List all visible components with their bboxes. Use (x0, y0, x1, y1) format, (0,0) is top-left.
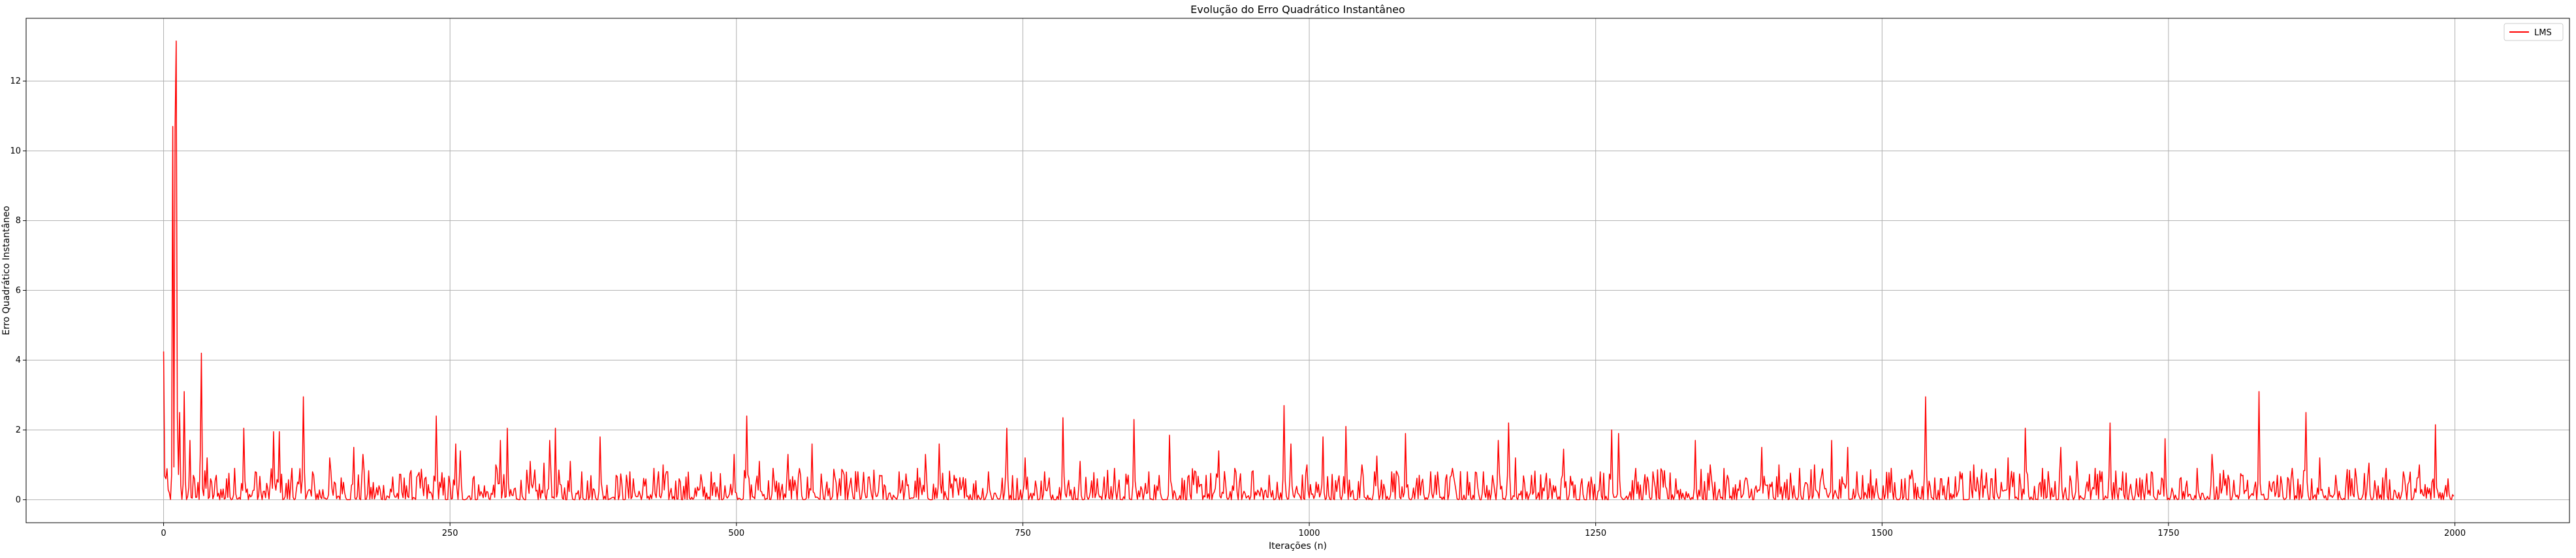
legend: LMS (2504, 23, 2564, 41)
y-tick-label: 4 (16, 355, 21, 365)
x-tick-label: 2000 (2444, 529, 2466, 538)
y-tick-label: 12 (10, 76, 21, 86)
x-tick-label: 1250 (1585, 529, 1606, 538)
series-layer (163, 40, 2455, 501)
x-tick-label: 0 (161, 529, 166, 538)
x-tick-label: 500 (728, 529, 744, 538)
axis-ticks: 0 250 500 750 1000 1250 1500 1750 2000 0 2 4 6 8 10 12 (10, 76, 2466, 538)
grid-lines (26, 18, 2569, 523)
y-tick-label: 8 (16, 216, 21, 226)
x-axis-label: Iterações (n) (1269, 541, 1327, 551)
x-tick-label: 1750 (2157, 529, 2179, 538)
y-axis-label: Erro Quadrático Instantâneo (1, 206, 12, 335)
legend-box (2504, 23, 2564, 41)
y-tick-label: 2 (16, 425, 21, 435)
legend-label: LMS (2534, 28, 2552, 38)
y-tick-label: 0 (16, 495, 21, 505)
x-tick-label: 1000 (1298, 529, 1320, 538)
y-tick-label: 10 (10, 146, 21, 156)
x-tick-label: 250 (442, 529, 458, 538)
y-tick-label: 6 (16, 286, 21, 295)
series-line-lms (163, 40, 2455, 501)
x-tick-label: 1500 (1871, 529, 1893, 538)
chart-title: Evolução do Erro Quadrático Instantâneo (1190, 3, 1405, 16)
x-tick-label: 750 (1015, 529, 1031, 538)
plot-frame (25, 18, 2570, 523)
